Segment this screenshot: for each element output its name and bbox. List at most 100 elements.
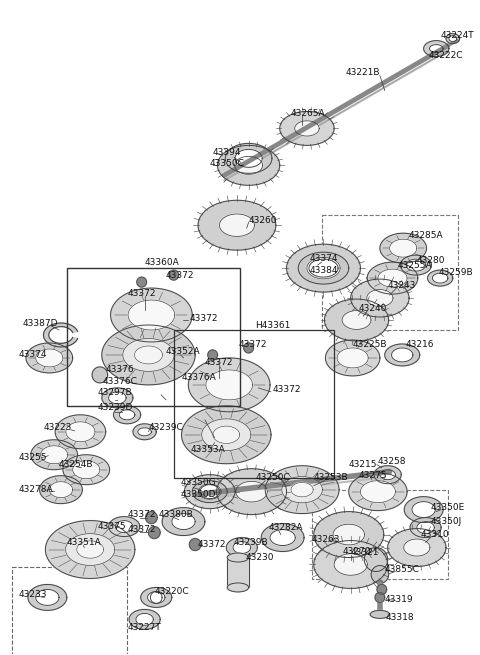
Ellipse shape — [227, 583, 249, 592]
Polygon shape — [31, 440, 77, 470]
Text: 43380B: 43380B — [158, 510, 193, 519]
Polygon shape — [110, 288, 192, 342]
Polygon shape — [150, 591, 162, 603]
Polygon shape — [108, 392, 126, 404]
Polygon shape — [430, 45, 443, 52]
Polygon shape — [134, 346, 162, 364]
Ellipse shape — [370, 610, 390, 618]
Text: 43254B: 43254B — [59, 460, 94, 469]
Polygon shape — [309, 259, 338, 277]
Polygon shape — [424, 41, 449, 56]
Text: 43239D: 43239D — [98, 403, 133, 413]
Polygon shape — [184, 475, 235, 509]
Polygon shape — [364, 548, 388, 571]
Polygon shape — [280, 111, 334, 145]
Polygon shape — [28, 584, 67, 610]
Polygon shape — [334, 553, 367, 575]
Polygon shape — [380, 233, 427, 263]
Text: 43350J: 43350J — [431, 517, 462, 526]
Text: 43239B: 43239B — [234, 538, 269, 547]
Polygon shape — [202, 419, 251, 451]
Text: 43350C: 43350C — [210, 159, 245, 168]
Ellipse shape — [227, 553, 249, 562]
Polygon shape — [26, 343, 72, 373]
Text: 43224T: 43224T — [440, 31, 474, 40]
Polygon shape — [282, 476, 323, 503]
Polygon shape — [147, 591, 165, 603]
Polygon shape — [36, 590, 59, 605]
Text: 43372: 43372 — [273, 385, 301, 394]
Text: 43280: 43280 — [417, 255, 445, 265]
Text: 43318: 43318 — [386, 613, 414, 622]
Text: H43361: H43361 — [255, 320, 291, 329]
Polygon shape — [325, 340, 380, 376]
Text: 43297B: 43297B — [98, 388, 132, 398]
Polygon shape — [141, 588, 172, 607]
Polygon shape — [375, 592, 385, 603]
Bar — [227, 557, 249, 588]
Polygon shape — [233, 542, 251, 553]
Polygon shape — [385, 344, 420, 366]
Polygon shape — [298, 252, 349, 284]
Text: 43220C: 43220C — [154, 587, 189, 596]
Polygon shape — [404, 539, 430, 556]
Polygon shape — [39, 476, 83, 504]
Text: 43384: 43384 — [310, 266, 338, 274]
Polygon shape — [217, 145, 280, 185]
Polygon shape — [192, 481, 227, 502]
Polygon shape — [287, 244, 360, 292]
Text: 43230: 43230 — [246, 553, 274, 562]
Polygon shape — [108, 517, 140, 536]
Polygon shape — [270, 530, 295, 546]
Polygon shape — [449, 35, 456, 42]
Text: 43270: 43270 — [343, 547, 372, 556]
Text: 43353A: 43353A — [190, 445, 225, 454]
Text: 43223: 43223 — [44, 423, 72, 432]
Text: 43221B: 43221B — [346, 68, 380, 77]
Polygon shape — [63, 455, 109, 485]
Polygon shape — [324, 299, 389, 341]
Polygon shape — [128, 300, 175, 330]
Text: 43372: 43372 — [189, 314, 218, 322]
Text: 43250C: 43250C — [255, 473, 290, 482]
Polygon shape — [40, 446, 68, 464]
Polygon shape — [410, 517, 441, 538]
Text: 43227T: 43227T — [127, 623, 161, 632]
Polygon shape — [360, 481, 396, 502]
Text: 43376A: 43376A — [181, 373, 216, 383]
Polygon shape — [36, 349, 63, 367]
Text: 43372: 43372 — [127, 510, 156, 519]
Polygon shape — [49, 481, 72, 498]
Text: 43360A: 43360A — [144, 257, 180, 267]
Polygon shape — [333, 524, 364, 545]
Polygon shape — [120, 410, 135, 420]
Text: 43285A: 43285A — [409, 231, 444, 240]
Polygon shape — [206, 370, 252, 400]
Polygon shape — [380, 470, 396, 479]
Polygon shape — [406, 259, 426, 271]
Text: 43321: 43321 — [351, 548, 379, 557]
Polygon shape — [136, 613, 153, 626]
Polygon shape — [216, 469, 287, 515]
Text: 43372: 43372 — [166, 271, 194, 280]
Polygon shape — [236, 481, 267, 502]
Polygon shape — [44, 323, 78, 347]
Text: 43394: 43394 — [213, 148, 241, 157]
Polygon shape — [337, 348, 368, 368]
Bar — [227, 557, 249, 588]
Polygon shape — [377, 584, 387, 595]
Text: 43253B: 43253B — [314, 473, 348, 482]
Text: 43372: 43372 — [127, 289, 156, 297]
Text: 43387D: 43387D — [22, 318, 58, 328]
Polygon shape — [314, 512, 384, 557]
Text: 43278A: 43278A — [18, 485, 53, 494]
Polygon shape — [349, 473, 407, 511]
Polygon shape — [432, 273, 448, 283]
Text: 43374: 43374 — [18, 350, 47, 360]
Polygon shape — [198, 200, 276, 250]
Text: 43372: 43372 — [197, 540, 226, 549]
Text: 43319: 43319 — [385, 595, 413, 604]
Polygon shape — [235, 149, 262, 167]
Polygon shape — [123, 339, 174, 371]
Text: 43376: 43376 — [106, 365, 134, 375]
